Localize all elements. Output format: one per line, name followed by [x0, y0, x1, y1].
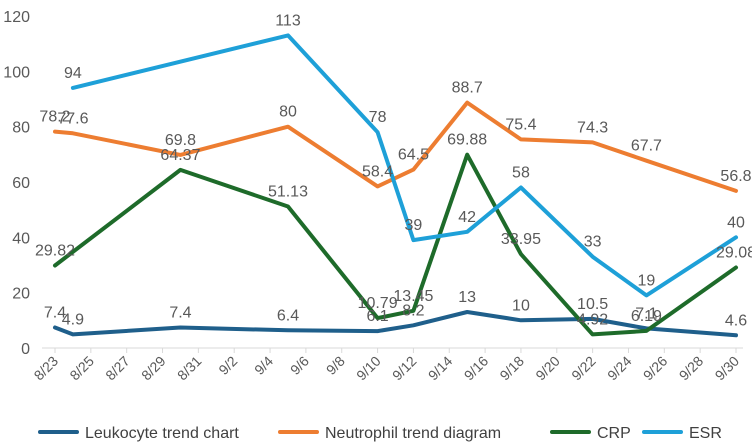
x-tick-label: 8/25 [66, 353, 97, 384]
series-line-leukocyte-trend-chart [53, 310, 738, 338]
data-label: 58.4 [362, 163, 393, 180]
data-label: 69.88 [447, 132, 487, 149]
x-tick-label: 9/10 [353, 353, 384, 384]
data-label: 74.3 [577, 119, 608, 136]
y-tick-label: 40 [12, 230, 30, 247]
data-label: 40 [727, 214, 745, 231]
data-label: 13 [458, 289, 476, 306]
y-tick-label: 80 [12, 120, 30, 137]
legend-label: CRP [597, 425, 631, 442]
legend-label: Leukocyte trend chart [85, 425, 239, 442]
series-line-esr [70, 33, 738, 298]
x-tick-label: 9/14 [425, 353, 456, 384]
data-label: 56.8 [720, 168, 751, 185]
data-label: 113 [275, 12, 301, 29]
data-label: 13.45 [393, 288, 433, 305]
x-tick-label: 9/22 [568, 353, 599, 384]
data-label: 51.13 [268, 184, 308, 201]
data-label: 29.82 [35, 242, 75, 259]
data-label: 78.2 [39, 109, 70, 126]
x-tick-label: 9/18 [496, 353, 527, 384]
y-tick-label: 60 [12, 175, 30, 192]
x-tick-label: 8/23 [31, 353, 62, 384]
data-label: 4.6 [725, 312, 747, 329]
x-tick-label: 9/26 [640, 353, 671, 384]
data-label: 88.7 [452, 80, 483, 97]
data-label: 42 [458, 209, 476, 226]
data-label: 6.1 [366, 308, 388, 325]
x-tick-label: 8/29 [138, 353, 169, 384]
data-label: 64.37 [160, 147, 200, 164]
data-label: 10 [512, 297, 530, 314]
data-label: 39 [405, 217, 423, 234]
data-label: 58 [512, 165, 530, 182]
data-label: 7.4 [44, 305, 66, 322]
data-label: 10.5 [577, 296, 608, 313]
data-label: 6.19 [631, 308, 662, 325]
x-tick-label: 9/20 [532, 353, 563, 384]
data-label: 8.2 [402, 302, 424, 319]
x-tick-label: 9/8 [323, 353, 348, 378]
y-tick-label: 100 [3, 64, 30, 81]
x-tick-label: 9/30 [712, 353, 743, 384]
x-tick-label: 9/24 [604, 353, 635, 384]
data-label: 67.7 [631, 138, 662, 155]
x-axis-ticks: 8/23 8/25 8/27 8/29 8/31 9/2 9/4 9/6 9/8 9/10 9/12… [31, 348, 743, 384]
data-label: 33.95 [501, 231, 541, 248]
y-tick-label: 120 [3, 9, 30, 26]
data-label: 29.08 [716, 245, 752, 262]
y-tick-label: 0 [21, 341, 30, 358]
data-label: 94 [64, 65, 82, 82]
series-line-crp [53, 152, 738, 337]
series-line-neutrophil-trend-diagram [53, 100, 738, 193]
data-label: 10.79 [358, 295, 398, 312]
data-labels: 7.44.9 7.4 6.4 6.1 8.213 10 10.57.1 4.678.277.6… [35, 12, 752, 329]
data-label: 77.6 [57, 110, 88, 127]
y-axis-ticks: 0 20 40 60 80 100 120 [3, 9, 30, 358]
y-tick-label: 20 [12, 286, 30, 303]
x-tick-label: 9/28 [676, 353, 707, 384]
x-tick-label: 9/4 [251, 353, 276, 378]
data-label: 69.8 [165, 132, 196, 149]
data-label: 64.5 [398, 147, 429, 164]
x-tick-label: 9/2 [215, 353, 240, 378]
legend: Leukocyte trend chart Neutrophil trend di… [38, 425, 722, 442]
x-tick-label: 8/31 [174, 353, 205, 384]
data-label: 33 [584, 234, 602, 251]
x-tick-label: 9/6 [287, 353, 312, 378]
legend-label: ESR [689, 425, 722, 442]
data-label: 19 [637, 272, 655, 289]
data-label: 78 [369, 109, 387, 126]
data-label: 4.92 [577, 311, 608, 328]
x-tick-label: 8/27 [102, 353, 133, 384]
x-tick-label: 9/12 [389, 353, 420, 384]
data-label: 7.4 [169, 305, 191, 322]
data-label: 7.1 [635, 305, 657, 322]
series-lines [53, 33, 738, 338]
data-label: 80 [279, 104, 297, 121]
data-label: 6.4 [277, 307, 299, 324]
x-tick-label: 9/16 [461, 353, 492, 384]
data-label: 4.9 [62, 311, 84, 328]
legend-label: Neutrophil trend diagram [325, 425, 501, 442]
data-label: 75.4 [505, 116, 536, 133]
